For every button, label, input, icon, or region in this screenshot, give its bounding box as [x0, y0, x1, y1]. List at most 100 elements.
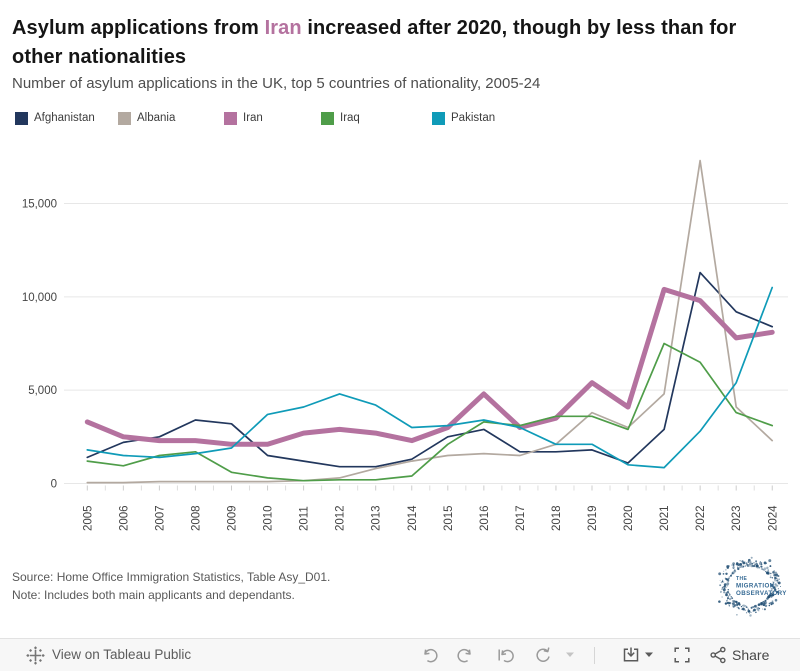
- logo-dot: [720, 592, 722, 593]
- pakistan-line[interactable]: [86, 286, 774, 469]
- logo-dot: [749, 612, 751, 614]
- logo-dot: [726, 578, 729, 581]
- logo-dot: [719, 580, 721, 582]
- logo-dot: [726, 600, 728, 602]
- fullscreen-icon[interactable]: [672, 645, 692, 665]
- logo-dot: [728, 577, 730, 579]
- logo-dot: [767, 572, 770, 575]
- logo-dot: [769, 565, 772, 568]
- logo-dot: [776, 590, 779, 594]
- download-icon[interactable]: [620, 645, 642, 665]
- tableau-toolbar: View on Tableau Public: [0, 638, 800, 671]
- logo-dot: [769, 593, 773, 597]
- logo-dot: [732, 605, 735, 608]
- logo-dot: [741, 560, 744, 563]
- logo-dot: [732, 605, 734, 607]
- logo-dot: [776, 579, 779, 582]
- reset-icon[interactable]: [495, 645, 515, 665]
- logo-dot: [719, 584, 722, 587]
- logo-dot: [754, 564, 756, 566]
- logo-dot: [777, 575, 780, 577]
- svg-text:15,000: 15,000: [22, 199, 57, 211]
- legend-swatch-icon: [321, 111, 334, 125]
- logo-dot: [774, 588, 777, 590]
- logo-dot: [780, 586, 781, 587]
- legend-swatch-icon: [432, 111, 445, 125]
- line-chart[interactable]: 2005 2006 2007 2008 2009 2010 2011 2012 2013 2014…: [0, 140, 800, 540]
- logo-dot: [730, 574, 732, 577]
- chart-subtitle: Number of asylum applications in the UK,…: [12, 75, 541, 92]
- logo-dot: [726, 599, 728, 601]
- logo-dot: [749, 614, 752, 617]
- logo-dot: [727, 589, 730, 591]
- logo-dot: [733, 570, 737, 573]
- logo-dot: [777, 593, 779, 596]
- logo-dot: [737, 566, 739, 568]
- logo-dot: [731, 597, 734, 600]
- logo-dot: [739, 560, 741, 562]
- logo-dot: [725, 586, 727, 588]
- y-axis: 0 5,000 10,000 15,000: [22, 199, 57, 491]
- logo-dot: [721, 588, 723, 590]
- series-lines[interactable]: [84, 159, 775, 484]
- legend-item-iraq[interactable]: Iraq: [321, 108, 360, 128]
- logo-dot: [728, 592, 730, 595]
- logo-dot: [778, 578, 780, 580]
- logo-dot: [725, 593, 728, 597]
- logo-dot: [747, 558, 751, 562]
- logo-dot: [774, 578, 776, 580]
- svg-text:2017: 2017: [515, 505, 527, 531]
- share-icon[interactable]: [708, 645, 728, 665]
- logo-dot: [753, 565, 756, 568]
- logo-dot: [756, 607, 760, 611]
- logo-dot: [733, 600, 736, 603]
- logo-dot: [760, 563, 763, 566]
- svg-text:10,000: 10,000: [22, 292, 57, 304]
- svg-text:2014: 2014: [407, 505, 419, 531]
- logo-dot: [745, 606, 748, 608]
- logo-dot: [751, 565, 753, 567]
- iran-line[interactable]: [84, 286, 775, 447]
- view-on-tableau-public-link[interactable]: View on Tableau Public: [52, 647, 192, 662]
- legend-item-afghanistan[interactable]: Afghanistan: [15, 108, 95, 128]
- legend-item-iran[interactable]: Iran: [224, 108, 263, 128]
- logo-dot: [744, 565, 746, 567]
- logo-dot: [764, 599, 767, 602]
- svg-text:0: 0: [51, 479, 57, 491]
- share-button[interactable]: Share: [732, 647, 770, 663]
- logo-dot: [731, 564, 733, 566]
- logo-dot: [762, 608, 764, 610]
- undo-icon[interactable]: [420, 645, 440, 665]
- logo-dot: [757, 606, 759, 609]
- redo-icon[interactable]: [455, 645, 475, 665]
- legend-item-pakistan[interactable]: Pakistan: [432, 108, 495, 128]
- logo-dot: [732, 564, 735, 566]
- logo-dot: [723, 585, 726, 588]
- logo-dot: [731, 572, 734, 575]
- logo-dot: [771, 592, 774, 595]
- logo-dot: [737, 563, 740, 567]
- logo-dot: [758, 607, 761, 610]
- logo-dot: [725, 591, 728, 595]
- color-legend: Afghanistan Albania Iran Iraq Pakistan: [0, 108, 800, 130]
- afghanistan-line[interactable]: [86, 271, 774, 468]
- svg-text:2006: 2006: [118, 505, 130, 531]
- source-text: Source: Home Office Immigration Statisti…: [12, 570, 331, 584]
- legend-swatch-icon: [15, 111, 28, 125]
- refresh-icon[interactable]: [533, 645, 553, 665]
- legend-label: Afghanistan: [34, 112, 95, 124]
- svg-text:MIGRATION: MIGRATION: [736, 583, 775, 590]
- legend-item-albania[interactable]: Albania: [118, 108, 175, 128]
- logo-dot: [744, 609, 746, 611]
- logo-dot: [736, 614, 738, 616]
- legend-label: Pakistan: [451, 112, 496, 124]
- svg-text:2020: 2020: [623, 505, 635, 531]
- download-caret-icon[interactable]: [644, 651, 654, 659]
- logo-dot: [722, 581, 725, 583]
- iraq-line[interactable]: [86, 342, 774, 482]
- svg-text:2008: 2008: [190, 505, 202, 531]
- logo-dot: [767, 595, 771, 599]
- albania-line[interactable]: [86, 159, 774, 484]
- logo-dot: [771, 577, 773, 579]
- logo-dot: [726, 584, 729, 587]
